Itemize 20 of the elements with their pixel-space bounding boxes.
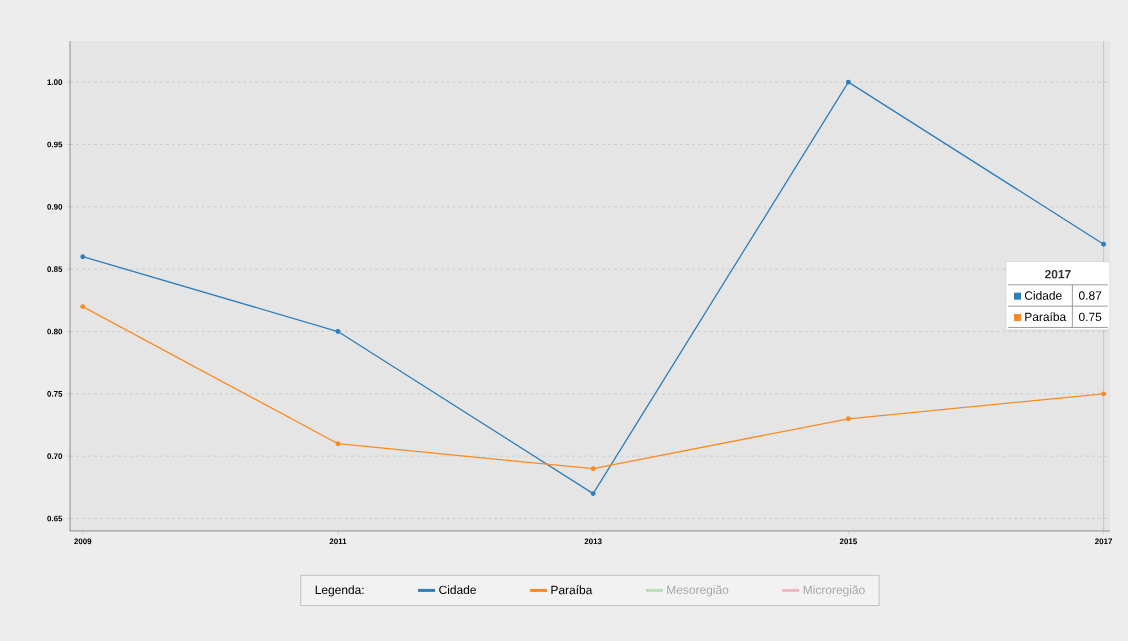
text: Paraíba xyxy=(551,585,593,595)
legend-title: Legenda: xyxy=(315,585,364,597)
annotation: 0.75 xyxy=(1079,312,1102,322)
legend-label: Mesoregião xyxy=(667,585,729,597)
text: Cidade xyxy=(439,585,476,595)
annotation: 0.87 xyxy=(1079,291,1102,300)
point xyxy=(590,466,596,472)
point xyxy=(1101,391,1107,397)
legend-label: Microregião xyxy=(803,585,865,597)
point xyxy=(590,491,596,497)
point xyxy=(80,304,86,310)
point xyxy=(335,441,341,447)
legend-label: Cidade xyxy=(1024,291,1062,300)
point xyxy=(845,416,851,422)
annotation: 2017 xyxy=(1045,269,1071,279)
legend-label: Paraíba xyxy=(1025,312,1067,322)
point xyxy=(335,329,341,334)
point xyxy=(845,79,851,85)
point xyxy=(80,254,86,260)
point xyxy=(1101,241,1107,247)
